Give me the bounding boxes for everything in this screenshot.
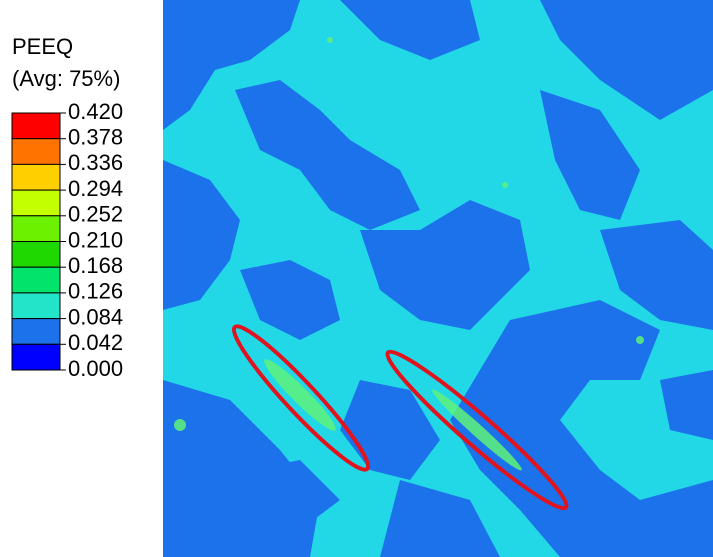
legend-subtitle: (Avg: 75%) (12, 66, 120, 91)
legend-swatch (11, 241, 61, 268)
legend-swatch (11, 163, 61, 191)
legend-label: 0.336 (68, 150, 123, 175)
legend-swatch (11, 318, 61, 345)
legend-swatch (11, 266, 61, 294)
legend-label: 0.084 (68, 304, 123, 329)
legend-label: 0.252 (68, 202, 123, 227)
legend-swatch (11, 189, 61, 217)
legend-swatch (11, 343, 61, 371)
legend-swatch (11, 292, 61, 320)
legend: PEEQ (Avg: 75%) 0.4200.3780.3360.2940.25… (11, 34, 123, 381)
contour-field (163, 0, 713, 557)
legend-label: 0.042 (68, 330, 123, 355)
legend-title: PEEQ (12, 34, 73, 59)
legend-label: 0.126 (68, 279, 123, 304)
legend-swatch (11, 138, 61, 165)
legend-swatch (11, 112, 61, 140)
legend-label: 0.420 (68, 99, 123, 124)
legend-swatch (11, 215, 61, 243)
legend-label: 0.294 (68, 176, 123, 201)
legend-label: 0.000 (68, 356, 123, 381)
highlight-ellipses (231, 324, 569, 511)
legend-label: 0.210 (68, 227, 123, 252)
legend-label: 0.378 (68, 125, 123, 150)
legend-label: 0.168 (68, 253, 123, 278)
